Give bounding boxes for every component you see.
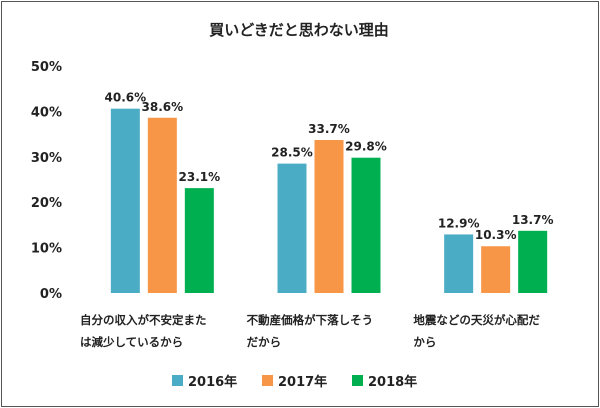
legend-swatch <box>262 375 273 386</box>
y-tick-label: 30% <box>31 151 62 166</box>
y-axis: 0% 10% 20% 30% 40% 50% <box>31 60 62 302</box>
bar <box>147 117 177 293</box>
bar-series-group <box>110 108 548 294</box>
bar <box>518 230 548 293</box>
y-tick-label: 0% <box>40 287 62 302</box>
bar <box>444 234 474 293</box>
data-label: 29.8% <box>345 140 387 154</box>
chart-title: 買いどきだと思わない理由 <box>209 21 389 39</box>
bar <box>277 163 307 293</box>
data-label: 23.1% <box>179 170 221 184</box>
legend-swatch <box>352 375 363 386</box>
bar <box>481 246 511 293</box>
legend-label: 2016年 <box>188 374 237 390</box>
y-tick-label: 20% <box>31 196 62 211</box>
data-label: 33.7% <box>308 122 350 136</box>
y-tick-label: 50% <box>31 60 62 75</box>
category-label: は減少しているから <box>80 335 183 349</box>
bar <box>184 188 214 293</box>
data-label: 12.9% <box>438 216 480 230</box>
category-label: から <box>413 335 436 349</box>
data-label: 13.7% <box>512 213 554 227</box>
data-label-group: 40.6%38.6% 23.1% 28.5% 33.7% 29.8% 12.9%10.3%… <box>105 91 554 243</box>
category-label: 自分の収入が不安定また <box>80 313 207 327</box>
category-label: だから <box>247 335 282 349</box>
bar <box>351 157 381 293</box>
y-tick-label: 10% <box>31 242 62 257</box>
data-label: 40.6% <box>105 91 147 105</box>
bar <box>110 108 140 294</box>
data-label: 38.6% <box>142 100 184 114</box>
data-label: 10.3% <box>475 228 517 242</box>
category-label: 地震などの天災が心配だ <box>413 313 540 327</box>
category-label: 不動産価格が下落しそう <box>247 313 374 327</box>
legend-label: 2018年 <box>368 374 417 390</box>
bar <box>314 140 344 293</box>
y-tick-label: 40% <box>31 105 62 120</box>
legend-swatch <box>172 375 183 386</box>
legend: 2016年 2017年 2018年 <box>172 374 417 390</box>
legend-label: 2017年 <box>278 374 327 390</box>
data-label: 28.5% <box>271 146 313 160</box>
